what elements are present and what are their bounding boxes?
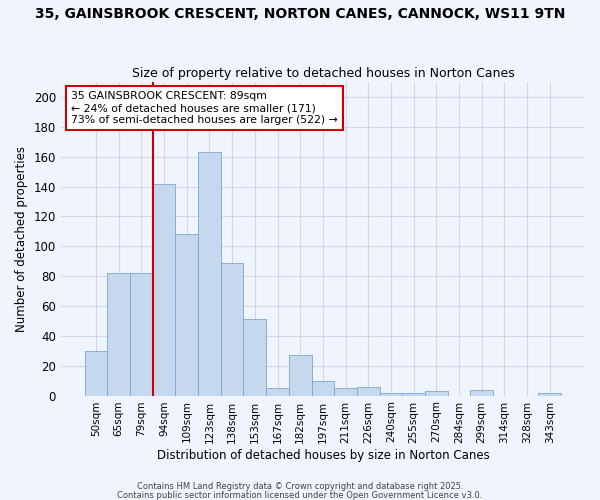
Bar [221, 262, 244, 396]
X-axis label: Distribution of detached houses by size in Norton Canes: Distribution of detached houses by size … [157, 450, 489, 462]
Text: 35, GAINSBROOK CRESCENT, NORTON CANES, CANNOCK, WS11 9TN: 35, GAINSBROOK CRESCENT, NORTON CANES, C… [35, 8, 565, 22]
Bar [357, 386, 380, 396]
Bar [311, 380, 334, 396]
Bar [289, 356, 311, 396]
Bar [244, 320, 266, 396]
Text: Contains HM Land Registry data © Crown copyright and database right 2025.: Contains HM Land Registry data © Crown c… [137, 482, 463, 491]
Bar [107, 273, 130, 396]
Text: 35 GAINSBROOK CRESCENT: 89sqm
← 24% of detached houses are smaller (171)
73% of : 35 GAINSBROOK CRESCENT: 89sqm ← 24% of d… [71, 92, 338, 124]
Bar [425, 391, 448, 396]
Bar [403, 392, 425, 396]
Bar [85, 351, 107, 396]
Text: Contains public sector information licensed under the Open Government Licence v3: Contains public sector information licen… [118, 490, 482, 500]
Y-axis label: Number of detached properties: Number of detached properties [15, 146, 28, 332]
Bar [130, 273, 152, 396]
Bar [198, 152, 221, 396]
Bar [152, 184, 175, 396]
Bar [538, 392, 561, 396]
Bar [266, 388, 289, 396]
Bar [334, 388, 357, 396]
Bar [470, 390, 493, 396]
Bar [380, 392, 403, 396]
Bar [175, 234, 198, 396]
Title: Size of property relative to detached houses in Norton Canes: Size of property relative to detached ho… [131, 66, 514, 80]
